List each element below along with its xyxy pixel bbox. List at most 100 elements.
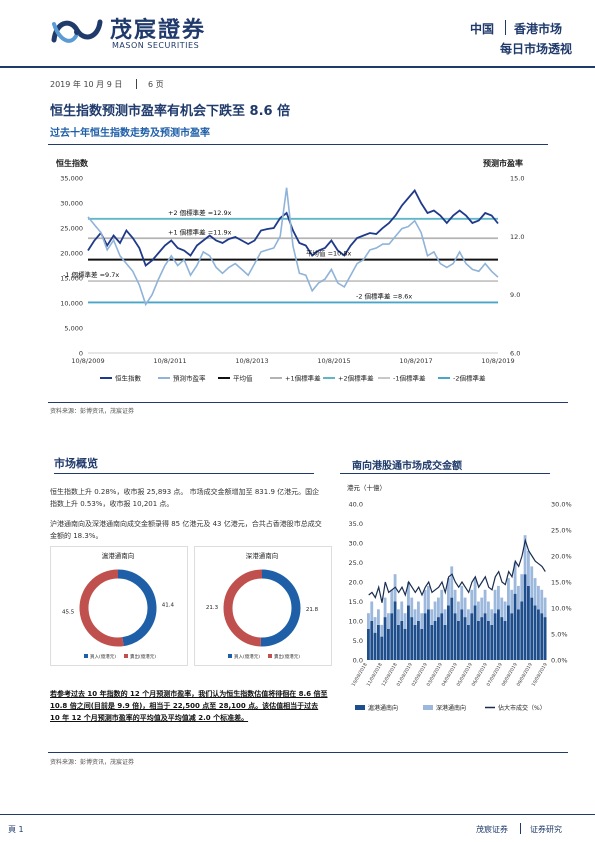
footer-rule xyxy=(0,814,595,815)
left-tick-label: 15,000 xyxy=(60,275,83,283)
legend-label: 滬港通南向 xyxy=(368,704,398,712)
page-count: 6 页 xyxy=(148,80,164,89)
bar-shanghai xyxy=(390,613,394,660)
bar-shanghai xyxy=(457,621,460,660)
left-tick-label: 5,000 xyxy=(64,325,83,333)
bar-shenzhen xyxy=(453,589,457,614)
bar-shenzhen xyxy=(417,601,420,621)
bar-shanghai xyxy=(490,624,494,660)
right-tick-label: 30.0% xyxy=(551,501,572,509)
footer-divider xyxy=(520,823,521,834)
bar-shenzhen xyxy=(530,566,534,598)
bar-shanghai xyxy=(407,605,410,660)
bar-shanghai xyxy=(373,632,377,660)
bar-shenzhen xyxy=(483,589,487,614)
bar-shenzhen xyxy=(507,578,510,606)
brand-en: MASON SECURITIES xyxy=(112,41,200,50)
right-tick-label: 25.0% xyxy=(551,527,572,535)
bar-shenzhen xyxy=(463,597,467,618)
left-tick-label: 40.0 xyxy=(349,501,363,509)
bar-shenzhen xyxy=(503,601,507,621)
sd-annotation: +1 個標準差 =11.9x xyxy=(168,227,232,236)
right-tick-label: 9.0 xyxy=(510,291,520,299)
donut-legend-swatch xyxy=(268,654,272,658)
chart1-source-rule xyxy=(48,402,568,403)
bar-shenzhen xyxy=(523,535,527,575)
left-tick-label: 25.0 xyxy=(349,559,363,567)
donut-legend-label: 買入(億港元) xyxy=(90,653,116,660)
bar-shenzhen xyxy=(387,613,390,629)
left-tick-label: 35,000 xyxy=(60,175,83,183)
bar-shenzhen xyxy=(527,550,530,586)
bar-shenzhen xyxy=(543,597,547,618)
bar-shanghai xyxy=(513,593,517,660)
bar-shanghai xyxy=(527,585,530,660)
donut-legend-swatch xyxy=(228,654,232,658)
legend-label: -2個標準差 xyxy=(453,374,486,383)
bar-shenzhen xyxy=(540,589,544,614)
bar-shenzhen xyxy=(420,613,424,629)
bar-shenzhen xyxy=(480,597,484,618)
overview-title: 市场概览 xyxy=(54,455,314,474)
bar-shanghai xyxy=(403,628,407,660)
bottom-rule xyxy=(48,752,568,753)
southbound-chart: 港元（十億） 0.0 5.0 10.0 15.0 20.0 25.0 30.0 35.0 40.… xyxy=(347,483,572,712)
donut-charts: 滬港通南向 41.4 45.5 買入(億港元) 賣出(億港元) 深港通南向 21.8 21.3… xyxy=(62,551,319,660)
southbound-axis-title: 港元（十億） xyxy=(347,483,386,492)
left-tick-label: 20,000 xyxy=(60,250,83,258)
header-rule xyxy=(0,66,595,68)
bar-shenzhen xyxy=(373,617,377,633)
sd-annotation: -1 個標準差 =9.7x xyxy=(63,270,119,279)
donut-value-label: 21.3 xyxy=(206,605,219,611)
bar-shenzhen xyxy=(537,585,540,610)
legend-label: 佔大市成交（%） xyxy=(498,704,546,712)
bar-shenzhen xyxy=(433,601,437,621)
footer-brand: 茂宸证券 xyxy=(476,825,508,834)
left-tick-label: 30.0 xyxy=(349,540,363,548)
bar-shenzhen xyxy=(407,582,410,606)
bar-shenzhen xyxy=(467,609,470,625)
bar-shanghai xyxy=(377,624,380,660)
bar-shanghai xyxy=(543,617,547,660)
bar-shenzhen xyxy=(513,562,517,594)
bar-shanghai xyxy=(500,617,504,660)
bar-shenzhen xyxy=(383,597,387,618)
left-tick-label: 30,000 xyxy=(60,200,83,208)
bar-shenzhen xyxy=(490,609,494,625)
bar-shenzhen xyxy=(423,589,427,614)
bar-shenzhen xyxy=(533,578,537,606)
bar-shanghai xyxy=(523,574,527,660)
header-divider xyxy=(505,20,506,35)
legend-label: +2個標準差 xyxy=(338,374,374,383)
report-type: 每日市场透视 xyxy=(500,42,573,56)
bar-shanghai xyxy=(383,617,387,660)
bar-shanghai xyxy=(450,597,454,660)
bar-shenzhen xyxy=(497,585,500,610)
donut-title: 深港通南向 xyxy=(246,551,279,560)
bottom-source: 资料来源：彭博资讯，茂宸证券 xyxy=(50,759,135,766)
bar-shenzhen xyxy=(380,624,384,637)
bar-shenzhen xyxy=(473,578,477,606)
bar-shenzhen xyxy=(377,609,380,625)
legend-label: +1個標準差 xyxy=(285,374,321,383)
bar-shanghai xyxy=(437,617,440,660)
bar-shenzhen xyxy=(500,597,504,618)
left-tick-label: 25,000 xyxy=(60,225,83,233)
left-axis-title: 恒生指数 xyxy=(56,158,89,168)
legend-label: -1個標準差 xyxy=(393,374,426,383)
bar-shenzhen xyxy=(477,601,480,621)
x-tick-label: 10/8/2013 xyxy=(235,357,268,365)
share-line xyxy=(368,538,546,603)
donut-value-label: 21.8 xyxy=(306,607,319,613)
chart1-title: 过去十年恒生指数走势及预测市盈率 xyxy=(50,128,210,139)
bar-shenzhen xyxy=(437,597,440,618)
bar-shenzhen xyxy=(397,609,400,625)
meta-divider xyxy=(136,79,137,89)
bar-shenzhen xyxy=(430,609,434,625)
x-tick-label: 10/09/2018 xyxy=(351,662,369,688)
left-tick-label: 20.0 xyxy=(349,579,363,587)
donut-box-1 xyxy=(50,546,188,666)
bar-shanghai xyxy=(510,613,514,660)
left-tick-label: 5.0 xyxy=(353,637,363,645)
bar-shanghai xyxy=(380,636,384,660)
